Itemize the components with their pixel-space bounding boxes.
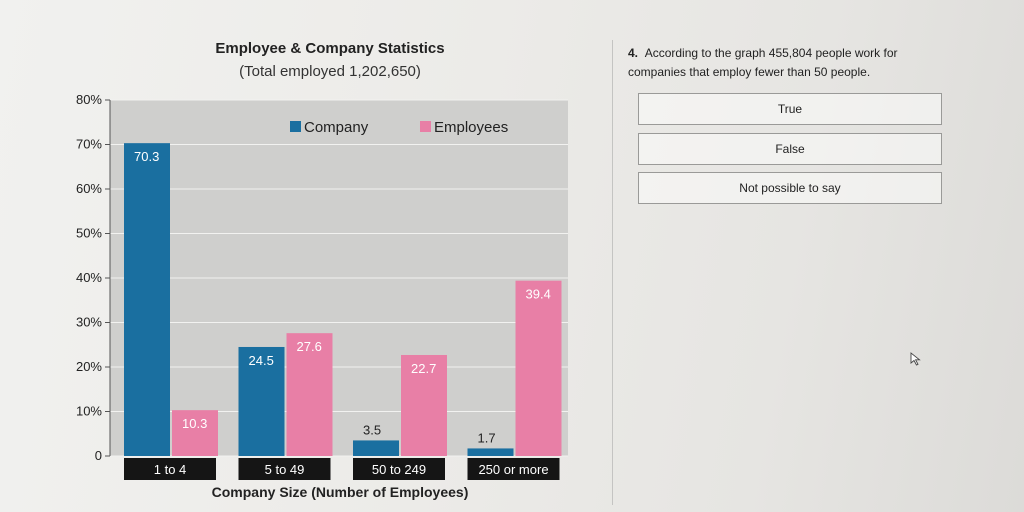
- y-tick-label: 0: [95, 448, 102, 463]
- mouse-cursor-icon: [910, 352, 921, 366]
- y-tick-label: 60%: [76, 181, 102, 196]
- option-true[interactable]: True: [638, 93, 942, 125]
- y-tick-label: 10%: [76, 404, 102, 419]
- chart-subtitle: (Total employed 1,202,650): [239, 63, 421, 80]
- bar-company-2: [238, 346, 285, 456]
- x-tick-label-bg: [467, 458, 560, 480]
- x-tick-label: 250 or more: [478, 462, 548, 477]
- x-axis-label: Company Size (Number of Employees): [211, 484, 469, 500]
- data-label: 3.5: [363, 422, 381, 437]
- question-number: 4.: [628, 46, 639, 60]
- data-label: 24.5: [249, 353, 274, 368]
- option-not-possible[interactable]: Not possible to say: [638, 172, 942, 204]
- bar-company-3: [353, 440, 399, 456]
- y-tick-label: 20%: [76, 359, 102, 374]
- data-label: 70.3: [134, 149, 159, 164]
- y-tick-label: 70%: [76, 137, 102, 152]
- data-label: 27.6: [297, 339, 322, 354]
- bar-company-4: [467, 448, 514, 456]
- data-label: 39.4: [526, 287, 551, 302]
- y-tick-label: 30%: [76, 315, 102, 330]
- x-tick-label: 1 to 4: [154, 462, 187, 477]
- bar-employees-2: [286, 333, 333, 456]
- x-tick-label: 5 to 49: [265, 462, 305, 477]
- x-tick-label-bg: [353, 458, 445, 480]
- y-tick-label: 40%: [76, 270, 102, 285]
- x-tick-label-bg: [124, 458, 216, 480]
- bar-chart: 0 10% 20% 30% 40% 50% 60% 70% 80% 70.3 10.3 1 to 4 2…: [76, 92, 568, 480]
- bar-company-1: [124, 143, 170, 457]
- x-tick-label: 50 to 249: [372, 462, 426, 477]
- data-label: 22.7: [411, 361, 436, 376]
- x-tick-label-bg: [238, 458, 331, 480]
- data-label: 10.3: [182, 416, 207, 431]
- chart-title: Employee & Company Statistics: [215, 40, 445, 57]
- bar-employees-3: [401, 354, 447, 456]
- bar-employees-1: [172, 410, 218, 456]
- legend-label-employees: Employees: [434, 119, 508, 136]
- panel-divider: [612, 40, 613, 505]
- question: 4. According to the graph 455,804 people…: [628, 44, 948, 82]
- chart-area: Employee & Company Statistics (Total emp…: [76, 40, 568, 500]
- legend-swatch-employees: [420, 121, 431, 132]
- legend-label-company: Company: [304, 119, 369, 136]
- y-tick-label: 50%: [76, 226, 102, 241]
- data-label: 1.7: [478, 430, 496, 445]
- y-tick-label: 80%: [76, 92, 102, 107]
- bar-employees-4: [515, 280, 562, 456]
- option-false[interactable]: False: [638, 133, 942, 165]
- legend-swatch-company: [290, 121, 301, 132]
- question-text: According to the graph 455,804 people wo…: [628, 46, 898, 79]
